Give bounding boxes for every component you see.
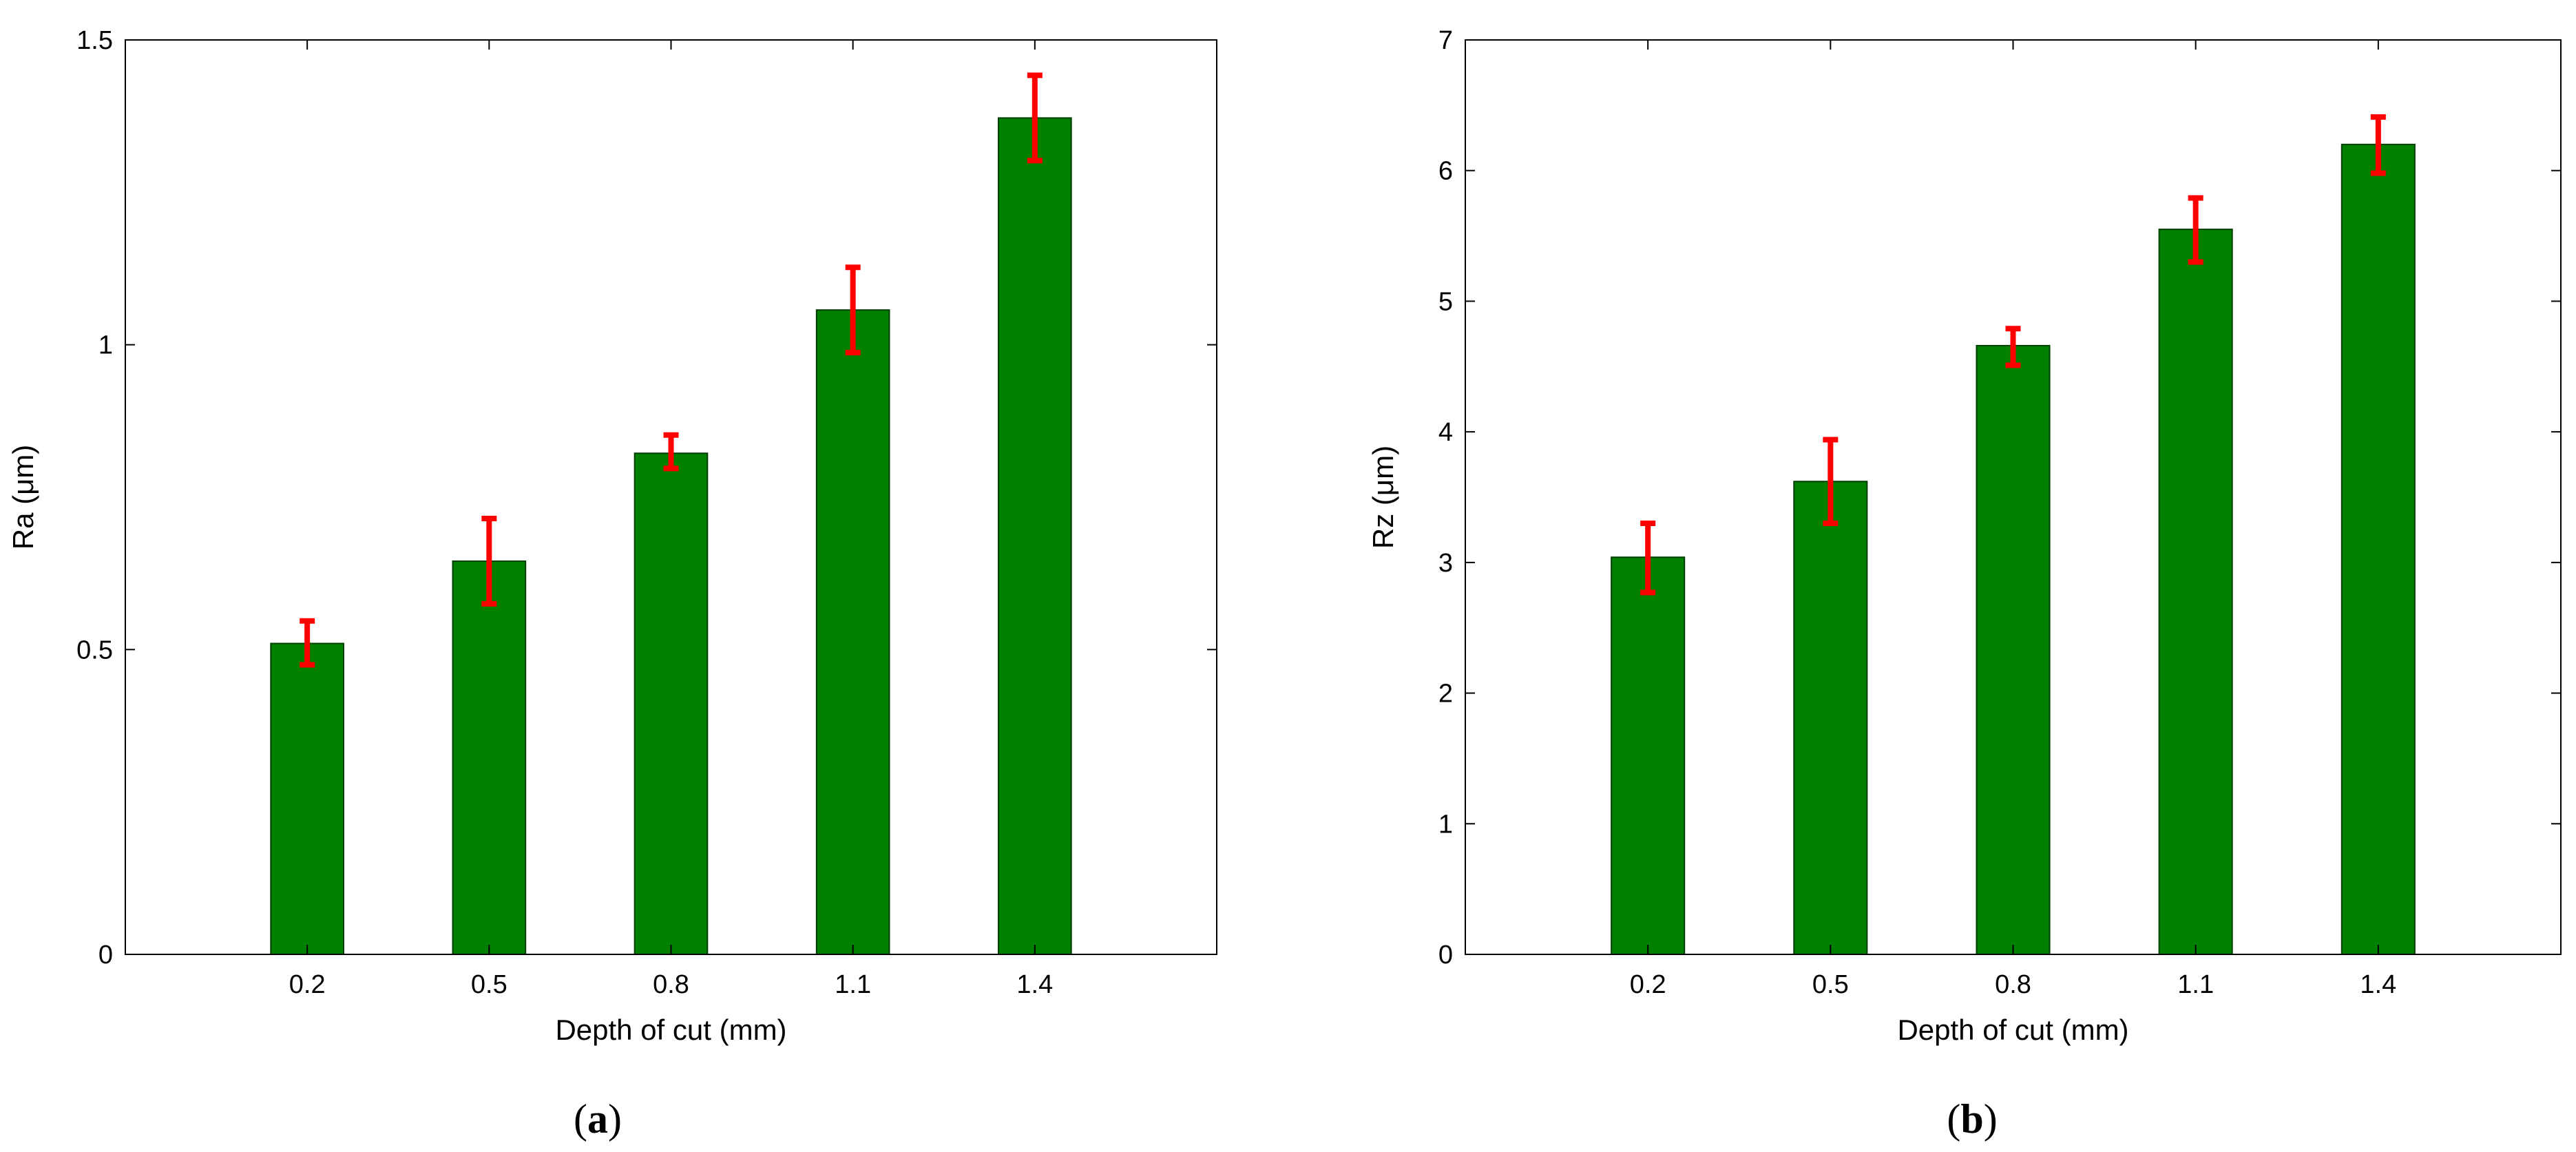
- error-bar-1.1: [2188, 195, 2203, 265]
- x-tick-label: 0.2: [1630, 970, 1666, 999]
- bar-0.8: [1976, 344, 2051, 955]
- error-bar-0.2: [300, 618, 315, 668]
- x-tick-label: 1.4: [2360, 970, 2396, 999]
- y-tick-label: 5: [1438, 287, 1453, 316]
- x-axis-label: Depth of cut (mm): [555, 1014, 786, 1046]
- y-tick-label: 0.5: [76, 636, 113, 664]
- y-axis-label: Rz (μm): [1367, 446, 1399, 549]
- y-tick-label: 0: [98, 941, 113, 970]
- error-bar-0.8: [2005, 326, 2021, 368]
- error-bar-0.5: [481, 515, 497, 607]
- x-tick-label: 0.2: [289, 970, 326, 999]
- bar-0.5: [452, 560, 527, 955]
- y-tick-label: 7: [1438, 26, 1453, 55]
- bar-0.2: [1611, 556, 1686, 955]
- bar-0.2: [270, 642, 345, 955]
- bar-1.1: [2158, 229, 2233, 956]
- x-tick-label: 0.5: [471, 970, 507, 999]
- x-tick-label: 0.8: [1995, 970, 2031, 999]
- y-tick-label: 1.5: [76, 26, 113, 55]
- error-bar-0.8: [663, 432, 679, 472]
- y-tick-label: 2: [1438, 680, 1453, 709]
- y-tick-label: 1: [1438, 810, 1453, 839]
- bar-1.4: [2341, 143, 2416, 955]
- error-bar-1.4: [2370, 114, 2386, 176]
- chart-panel-b: 0 1 2 3 4 5 6 7 0.2 0.5 0.8 1.1 1.4 Depth of cut (mm)…: [1367, 26, 2562, 1142]
- y-axis-label: Ra (μm): [7, 445, 39, 550]
- x-tick-label: 1.1: [2177, 970, 2214, 999]
- x-tick-label: 1.4: [1016, 970, 1053, 999]
- error-bar-1.4: [1027, 72, 1043, 164]
- y-tick-label: 6: [1438, 157, 1453, 186]
- error-bar-0.5: [1823, 437, 1839, 526]
- x-tick-label: 1.1: [835, 970, 871, 999]
- y-tick-label: 0: [1438, 941, 1453, 970]
- panel-label: (a): [574, 1096, 622, 1142]
- y-tick-label: 3: [1438, 549, 1453, 578]
- x-tick-label: 0.5: [1812, 970, 1849, 999]
- error-bar-1.1: [845, 264, 861, 356]
- chart-panel-a: 0 0.5 1 1.5 0.2 0.5 0.8 1.1 1.4 Depth of cut (mm)…: [7, 26, 1217, 1142]
- bar-1.4: [998, 117, 1072, 956]
- bar-0.5: [1793, 481, 1868, 955]
- error-bar-0.2: [1640, 520, 1656, 596]
- bar-1.1: [815, 309, 890, 956]
- y-tick-label: 1: [98, 331, 113, 360]
- panel-label: (b): [1947, 1096, 1997, 1142]
- x-axis-label: Depth of cut (mm): [1897, 1014, 2128, 1046]
- bar-0.8: [633, 452, 709, 955]
- x-tick-label: 0.8: [653, 970, 689, 999]
- y-tick-label: 4: [1438, 418, 1453, 447]
